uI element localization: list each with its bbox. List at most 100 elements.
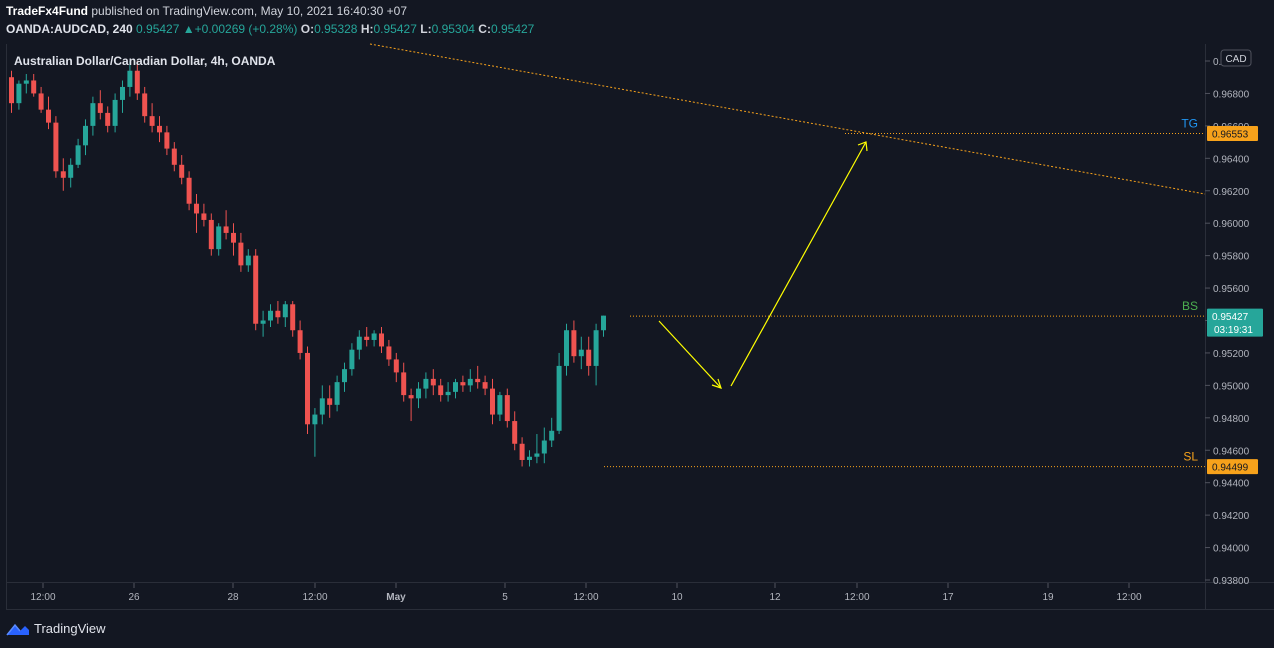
candle-body: [564, 330, 569, 366]
candle-body: [512, 421, 518, 444]
y-tick-label: 0.96400: [1213, 154, 1250, 165]
publish-info: TradeFx4Fund published on TradingView.co…: [6, 4, 407, 18]
candle-body: [305, 352, 310, 425]
candle-body: [504, 395, 510, 422]
currency-tag-box[interactable]: [1220, 49, 1252, 67]
y-tick-label: 0.94400: [1213, 479, 1250, 490]
footer-brand-name: TradingView: [34, 621, 106, 636]
candle-body: [149, 116, 155, 126]
close-label: C:: [478, 22, 491, 36]
candle-body: [290, 304, 296, 331]
symbol-info: OANDA:AUDCAD, 240 0.95427 ▲+0.00269 (+0.…: [6, 22, 534, 36]
y-tick-label: 0.96200: [1213, 187, 1250, 198]
sl-label: SL: [1183, 450, 1198, 464]
candle: [356, 330, 362, 360]
candle-body: [179, 164, 185, 178]
x-tick-label: 12:00: [302, 592, 327, 603]
candle-body: [201, 213, 207, 220]
candle: [164, 125, 170, 156]
author-name[interactable]: TradeFx4Fund: [6, 4, 89, 18]
candle: [586, 336, 592, 376]
candle-body: [23, 80, 29, 84]
chart-title: Australian Dollar/Canadian Dollar, 4h, O…: [14, 54, 276, 68]
candle: [364, 326, 370, 347]
y-tick-label: 0.96000: [1213, 219, 1250, 230]
candle: [194, 193, 199, 233]
candle: [31, 73, 37, 97]
candle: [75, 138, 81, 169]
candle-body: [430, 378, 436, 386]
candle: [112, 93, 118, 133]
currency-tag[interactable]: CAD: [1225, 54, 1246, 65]
candle: [379, 326, 384, 353]
symbol-name[interactable]: OANDA:AUDCAD, 240: [6, 22, 133, 36]
candle-body: [9, 77, 14, 104]
projection-arrows[interactable]: [658, 141, 868, 389]
trend-line[interactable]: [369, 43, 1206, 195]
candle-body: [549, 430, 555, 441]
candle: [157, 116, 162, 143]
x-tick-label: 12:00: [844, 592, 869, 603]
candle-body: [142, 93, 148, 117]
bs-label: BS: [1182, 299, 1198, 313]
candle-body: [482, 382, 488, 389]
candle: [593, 323, 599, 386]
candle: [512, 411, 518, 451]
candle-body: [97, 103, 103, 113]
candle: [238, 232, 244, 272]
y-tick-label: 0.94000: [1213, 544, 1250, 555]
candle-body: [453, 382, 458, 392]
candle: [482, 375, 488, 396]
last-price: 0.95427: [136, 22, 180, 36]
y-tick-label: 0.94800: [1213, 414, 1250, 425]
candle-body: [408, 395, 414, 399]
candle-body: [231, 232, 236, 243]
y-tick-label: 0.94600: [1213, 446, 1250, 457]
tg-price-tag-price: 0.96553: [1212, 129, 1249, 140]
candle: [60, 158, 66, 191]
candle-body: [186, 177, 192, 204]
change-arrow-icon: ▲: [182, 22, 195, 36]
candle: [149, 103, 155, 133]
candle: [105, 106, 111, 133]
candle: [556, 352, 562, 435]
candle-body: [371, 333, 377, 340]
y-tick-label: 0.95200: [1213, 349, 1250, 360]
candle: [142, 86, 148, 123]
candle-body: [393, 359, 399, 373]
candle: [327, 385, 333, 418]
tg-price-tag[interactable]: 0.96553: [1207, 125, 1258, 141]
current-price-tag-box: [1207, 308, 1263, 337]
candle: [401, 362, 407, 402]
candle: [16, 80, 22, 110]
candle-body: [356, 336, 362, 350]
candle: [549, 417, 555, 448]
candle: [46, 96, 51, 130]
x-axis[interactable]: 12:00 26 28 12:00 May 5 12:00 10 12 12:00 17 19 12:0…: [30, 583, 1142, 603]
candle-body: [68, 164, 74, 178]
candle: [504, 388, 510, 428]
candle: [179, 155, 185, 185]
candle-body: [157, 125, 162, 133]
open-value: 0.95328: [314, 22, 358, 36]
candle: [134, 61, 140, 100]
candle-body: [527, 456, 532, 460]
candle-body: [327, 398, 333, 405]
high-label: H:: [360, 22, 374, 36]
candle-body: [134, 70, 140, 94]
current-price-tag[interactable]: 0.95427 03:19:31: [1207, 308, 1263, 337]
candle-body: [334, 382, 340, 405]
candle: [120, 80, 125, 113]
candle-body: [16, 83, 22, 104]
low-value: 0.95304: [431, 22, 475, 36]
x-tick-label: 17: [942, 592, 954, 603]
candle-body: [349, 349, 355, 370]
candle: [297, 320, 303, 360]
low-label: L:: [420, 22, 432, 36]
footer-brand[interactable]: TradingView: [6, 621, 106, 636]
pullback-arrow-head: [711, 378, 722, 389]
pullback-arrow-line: [658, 320, 722, 389]
sl-price-tag[interactable]: 0.94499: [1207, 459, 1258, 475]
candle-body: [497, 395, 503, 415]
